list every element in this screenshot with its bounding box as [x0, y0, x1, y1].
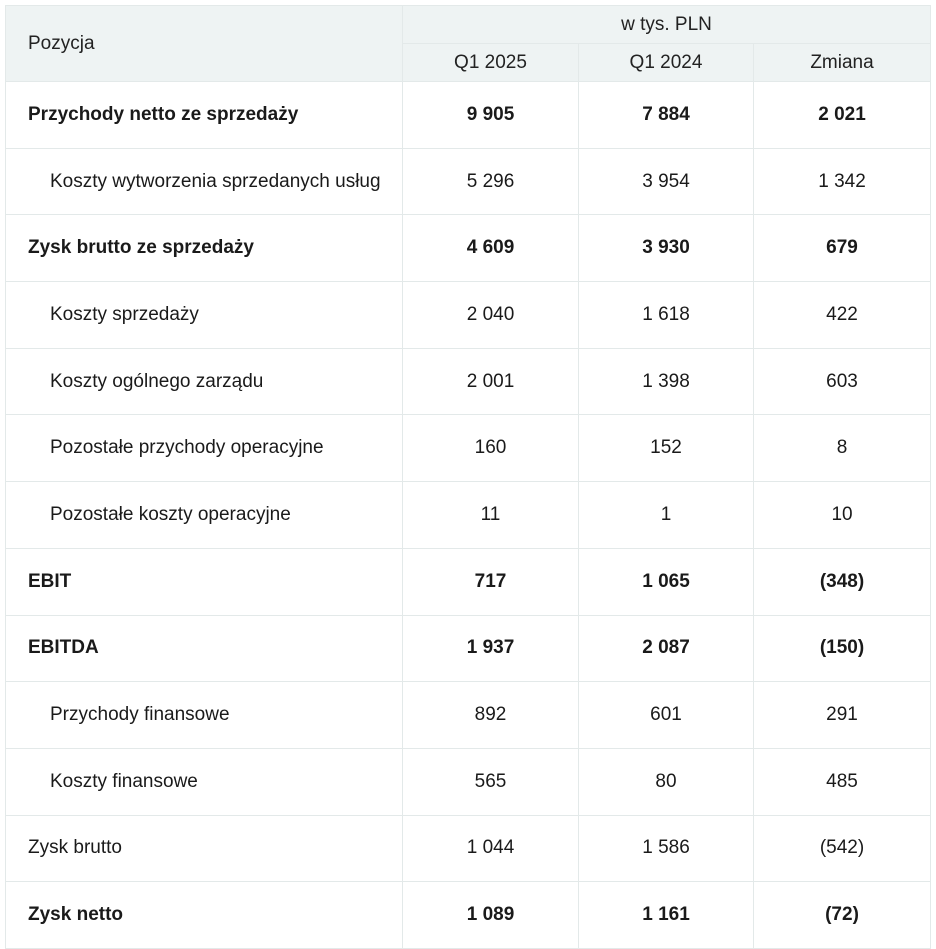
- table-row: Przychody finansowe 892 601 291: [5, 681, 932, 749]
- row-label: Koszty ogólnego zarządu: [5, 347, 403, 416]
- value-q1-2025: 4 609: [402, 214, 579, 283]
- value-change: (542): [752, 814, 932, 883]
- value-q1-2025: 565: [402, 747, 579, 816]
- row-label: Koszty finansowe: [5, 747, 403, 816]
- value-change: (150): [752, 614, 932, 683]
- table-row: Zysk brutto ze sprzedaży 4 609 3 930 679: [5, 214, 932, 283]
- value-q1-2025: 2 001: [402, 347, 579, 416]
- value-q1-2024: 80: [578, 747, 754, 816]
- value-q1-2025: 2 040: [402, 281, 579, 349]
- table-row: Koszty sprzedaży 2 040 1 618 422: [5, 281, 932, 349]
- value-change: 2 021: [752, 81, 932, 149]
- value-change: 485: [752, 747, 932, 816]
- value-q1-2025: 1 089: [402, 881, 579, 949]
- table-row: Pozostałe koszty operacyjne 11 1 10: [5, 481, 932, 549]
- value-q1-2024: 1 586: [578, 814, 754, 883]
- row-label: Przychody netto ze sprzedaży: [5, 81, 403, 149]
- value-change: 422: [752, 281, 932, 349]
- header-unit: w tys. PLN: [401, 5, 932, 44]
- value-q1-2024: 3 930: [578, 214, 754, 283]
- row-label: Koszty sprzedaży: [5, 281, 403, 349]
- value-q1-2024: 1 618: [578, 281, 754, 349]
- value-q1-2025: 5 296: [402, 147, 579, 216]
- row-label: EBIT: [5, 547, 403, 616]
- value-q1-2025: 11: [402, 481, 579, 549]
- value-q1-2024: 2 087: [578, 614, 754, 683]
- header-q1-2024: Q1 2024: [578, 43, 754, 82]
- table-row: Koszty ogólnego zarządu 2 001 1 398 603: [5, 347, 932, 416]
- value-change: 291: [752, 681, 932, 749]
- table-row: Pozostałe przychody operacyjne 160 152 8: [5, 414, 932, 483]
- financial-results-table: Pozycja w tys. PLN Q1 2025 Q1 2024 Zmian…: [5, 5, 932, 949]
- table-row: EBITDA 1 937 2 087 (150): [5, 614, 932, 683]
- table-row: EBIT 717 1 065 (348): [5, 547, 932, 616]
- value-q1-2024: 1 161: [578, 881, 754, 949]
- value-q1-2024: 1 065: [578, 547, 754, 616]
- header-position: Pozycja: [5, 5, 403, 82]
- table-row: Zysk brutto 1 044 1 586 (542): [5, 814, 932, 883]
- value-change: 8: [752, 414, 932, 483]
- table-row: Zysk netto 1 089 1 161 (72): [5, 881, 932, 949]
- value-q1-2024: 7 884: [578, 81, 754, 149]
- value-q1-2025: 717: [402, 547, 579, 616]
- table-row: Przychody netto ze sprzedaży 9 905 7 884 2 …: [5, 81, 932, 149]
- header-change: Zmiana: [752, 43, 932, 82]
- table-row: Koszty wytworzenia sprzedanych usług 5 29…: [5, 147, 932, 216]
- value-change: (72): [752, 881, 932, 949]
- row-label: EBITDA: [5, 614, 403, 683]
- row-label: Pozostałe koszty operacyjne: [5, 481, 403, 549]
- value-q1-2024: 3 954: [578, 147, 754, 216]
- row-label: Zysk brutto: [5, 814, 403, 883]
- row-label: Przychody finansowe: [5, 681, 403, 749]
- value-q1-2024: 1 398: [578, 347, 754, 416]
- header-q1-2025: Q1 2025: [402, 43, 579, 82]
- value-change: 1 342: [752, 147, 932, 216]
- value-q1-2025: 1 044: [402, 814, 579, 883]
- value-change: 603: [752, 347, 932, 416]
- value-change: (348): [752, 547, 932, 616]
- value-q1-2024: 152: [578, 414, 754, 483]
- value-q1-2025: 892: [402, 681, 579, 749]
- value-q1-2024: 1: [578, 481, 754, 549]
- value-change: 10: [752, 481, 932, 549]
- value-q1-2025: 9 905: [402, 81, 579, 149]
- row-label: Zysk netto: [5, 881, 403, 949]
- table-row: Koszty finansowe 565 80 485: [5, 747, 932, 816]
- row-label: Zysk brutto ze sprzedaży: [5, 214, 403, 283]
- value-q1-2024: 601: [578, 681, 754, 749]
- value-q1-2025: 1 937: [402, 614, 579, 683]
- row-label: Pozostałe przychody operacyjne: [5, 414, 403, 483]
- value-q1-2025: 160: [402, 414, 579, 483]
- value-change: 679: [752, 214, 932, 283]
- row-label: Koszty wytworzenia sprzedanych usług: [5, 147, 403, 216]
